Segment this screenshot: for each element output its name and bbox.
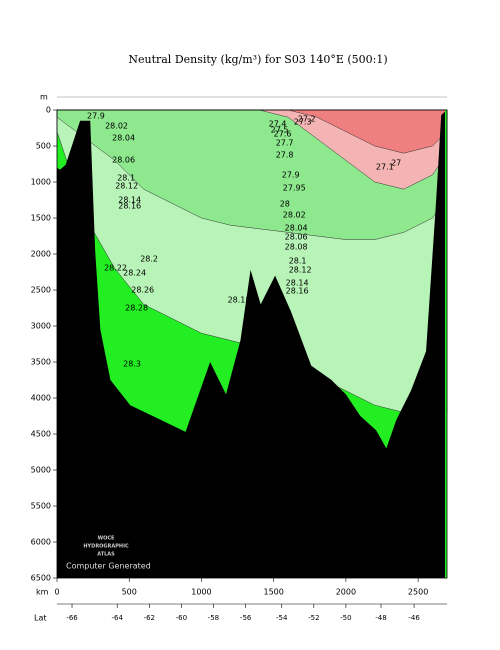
bathymetry bbox=[57, 110, 447, 578]
x-tick-label: 2500 bbox=[408, 588, 428, 597]
y-tick-label: 6500 bbox=[31, 574, 51, 583]
contour-label: 27.1 bbox=[376, 163, 394, 172]
y-tick-label: 500 bbox=[36, 142, 51, 151]
lat-tick-label: -46 bbox=[408, 614, 420, 622]
contour-label: 28.06 bbox=[112, 155, 135, 164]
y-tick-label: 3500 bbox=[31, 358, 51, 367]
contour-label: 27 bbox=[391, 158, 401, 167]
lat-tick-label: -52 bbox=[308, 614, 319, 622]
lat-tick-label: -56 bbox=[240, 614, 252, 622]
contour-label: 28.06 bbox=[285, 233, 308, 242]
contour-label: 28.16 bbox=[286, 287, 309, 296]
y-tick-label: 5000 bbox=[31, 466, 51, 475]
contour-label: 28.28 bbox=[125, 304, 148, 313]
lat-tick-label: -62 bbox=[144, 614, 155, 622]
contour-label: 28.18 bbox=[228, 296, 251, 305]
x-tick-label: 1000 bbox=[191, 588, 211, 597]
contour-label: 28.14 bbox=[286, 279, 309, 288]
x-tick-label: 0 bbox=[54, 588, 59, 597]
contour-label: 28.26 bbox=[131, 286, 154, 295]
y-tick-label: 0 bbox=[46, 106, 51, 115]
y-tick-label: 4000 bbox=[31, 394, 51, 403]
contour-label: 27.2 bbox=[298, 115, 316, 124]
contour-label: 28.24 bbox=[123, 269, 146, 278]
contour-label: 28.04 bbox=[112, 134, 135, 143]
x-unit: km bbox=[36, 588, 49, 597]
plot-area bbox=[56, 109, 448, 578]
y-tick-label: 5500 bbox=[31, 502, 51, 511]
footer: Computer Generated bbox=[66, 562, 151, 571]
contour-label: 28.02 bbox=[283, 210, 306, 219]
y-tick-label: 6000 bbox=[31, 538, 51, 547]
y-tick-label: 2000 bbox=[31, 250, 51, 259]
contour-label: 28.14 bbox=[118, 196, 141, 205]
y-tick-label: 2500 bbox=[31, 286, 51, 295]
lat-tick-label: -66 bbox=[66, 614, 78, 622]
y-tick-label: 3000 bbox=[31, 322, 51, 331]
contour-label: 27.9 bbox=[87, 111, 105, 120]
chart-title: Neutral Density (kg/m³) for S03 140°E (5… bbox=[128, 53, 387, 66]
contour-label: 27.4 bbox=[269, 119, 287, 128]
contour-label: 28.2 bbox=[140, 254, 158, 263]
lat-tick-label: -50 bbox=[340, 614, 351, 622]
contour-label: 28 bbox=[280, 200, 290, 209]
logo-text: ATLAS bbox=[97, 552, 115, 558]
contour-label: 27.7 bbox=[276, 138, 294, 147]
lat-tick-label: -60 bbox=[176, 614, 187, 622]
x-tick-label: 1500 bbox=[263, 588, 283, 597]
contour-label: 28.08 bbox=[285, 243, 308, 252]
lat-tick-label: -54 bbox=[276, 614, 288, 622]
contour-label: 27.9 bbox=[282, 171, 300, 180]
contour-label: 28.12 bbox=[289, 265, 312, 274]
y-tick-label: 4500 bbox=[31, 430, 51, 439]
x-tick-label: 2000 bbox=[336, 588, 356, 597]
y-tick-label: 1500 bbox=[31, 214, 51, 223]
contour-label: 27.95 bbox=[283, 183, 306, 192]
contour-label: 28.1 bbox=[289, 256, 307, 265]
logo-text: HYDROGRAPHIC bbox=[83, 544, 129, 550]
depth-unit: m bbox=[40, 93, 48, 102]
y-tick-label: 1000 bbox=[31, 178, 51, 187]
lat-tick-label: -48 bbox=[375, 614, 386, 622]
lat-label: Lat bbox=[34, 614, 47, 623]
contour-label: 28.12 bbox=[115, 182, 138, 191]
frame bbox=[56, 109, 448, 579]
lat-tick-label: -64 bbox=[112, 614, 124, 622]
contour-label: 28.04 bbox=[285, 224, 308, 233]
contour-label: 28.02 bbox=[105, 121, 128, 130]
contour-label: 27.6 bbox=[274, 129, 292, 138]
x-tick-label: 500 bbox=[122, 588, 137, 597]
contour-label: 28.3 bbox=[123, 360, 141, 369]
contour-label: 27.3 bbox=[294, 118, 312, 127]
lat-tick-label: -58 bbox=[208, 614, 219, 622]
contour-label: 28.22 bbox=[104, 263, 127, 272]
contour-label: 28.1 bbox=[117, 173, 135, 182]
contour-label: 27.5 bbox=[271, 126, 289, 135]
contour-label: 28.16 bbox=[118, 201, 141, 210]
logo-text: WOCE bbox=[98, 536, 115, 542]
contour-label: 27.8 bbox=[276, 151, 294, 160]
